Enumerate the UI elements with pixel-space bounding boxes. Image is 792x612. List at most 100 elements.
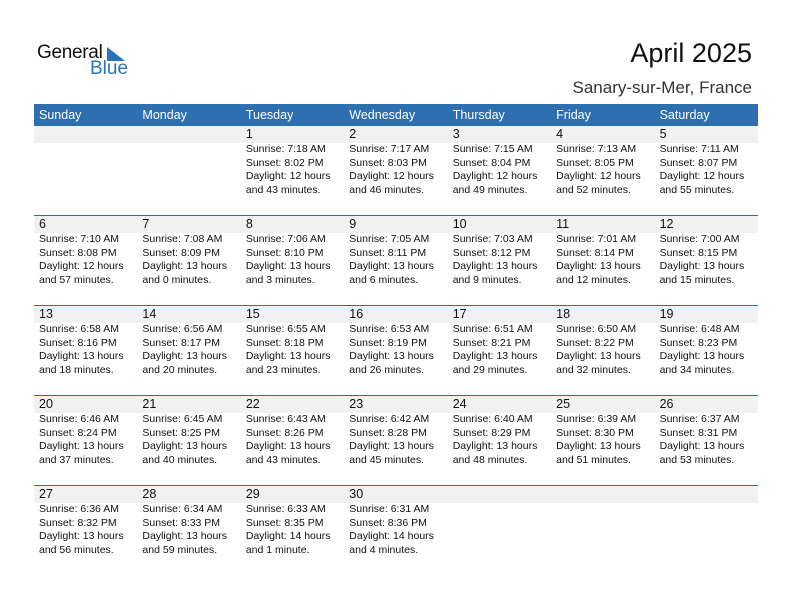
logo-text-blue: Blue [90, 58, 129, 79]
sunrise-text: Sunrise: 6:53 AM [349, 323, 430, 335]
day-number: 7 [142, 217, 150, 231]
day-cell: 14 Sunrise: 6:56 AM Sunset: 8:17 PM Dayligh… [137, 306, 240, 377]
sunset-text: Sunset: 8:33 PM [142, 516, 221, 529]
sunset-text: Sunset: 8:05 PM [556, 156, 634, 169]
weekday-saturday: Saturday [659, 108, 710, 122]
daylight-text: Daylight: 13 hours [142, 440, 228, 453]
day-cell: 24 Sunrise: 6:40 AM Sunset: 8:29 PM Dayligh… [448, 396, 551, 467]
daylight-text: Daylight: 14 hours [245, 530, 331, 543]
day-cell: 30 Sunrise: 6:31 AM Sunset: 8:36 PM Dayligh… [344, 486, 447, 557]
sunrise-text: Sunrise: 7:10 AM [39, 233, 119, 245]
sunset-text: Sunset: 8:36 PM [349, 516, 427, 529]
day-number: 29 [245, 487, 260, 501]
day-number: 10 [452, 217, 467, 231]
day-cell: 25 Sunrise: 6:39 AM Sunset: 8:30 PM Dayligh… [551, 396, 654, 467]
sunset-text: Sunset: 8:24 PM [39, 426, 117, 439]
day-cell: 20 Sunrise: 6:46 AM Sunset: 8:24 PM Dayligh… [34, 396, 137, 467]
weekday-tuesday: Tuesday [245, 108, 294, 122]
daylight-text: Daylight: 13 hours [142, 260, 228, 273]
day-cell: 22 Sunrise: 6:43 AM Sunset: 8:26 PM Dayligh… [241, 396, 344, 467]
weekday-header: Sunday Monday Tuesday Wednesday Thursday Frid… [34, 104, 758, 126]
sunrise-text: Sunrise: 6:36 AM [39, 503, 119, 515]
sunrise-text: Sunrise: 6:33 AM [245, 503, 326, 515]
daylight-text: Daylight: 12 hours [349, 170, 434, 183]
daylight-text: Daylight: 13 hours [349, 260, 434, 273]
sunrise-text: Sunrise: 7:05 AM [349, 233, 430, 245]
daylight-minutes-text: and 34 minutes. [659, 363, 735, 376]
daylight-text: Daylight: 14 hours [349, 530, 434, 543]
daylight-minutes-text: and 26 minutes. [349, 363, 424, 376]
daylight-minutes-text: and 55 minutes. [659, 183, 735, 196]
week-row: 27 Sunrise: 6:36 AM Sunset: 8:32 PM Dayligh… [34, 485, 758, 575]
daylight-text: Daylight: 13 hours [142, 530, 228, 543]
day-number: 12 [659, 217, 674, 231]
calendar-grid: Sunday Monday Tuesday Wednesday Thursday Frid… [34, 104, 758, 575]
day-number: 11 [556, 217, 570, 231]
daylight-minutes-text: and 43 minutes. [245, 453, 321, 466]
day-number: 25 [556, 397, 571, 411]
day-cell: 7 Sunrise: 7:08 AM Sunset: 8:09 PM Daylight… [137, 216, 240, 287]
day-cell: 29 Sunrise: 6:33 AM Sunset: 8:35 PM Dayligh… [241, 486, 344, 557]
day-number: 30 [349, 487, 364, 501]
weekday-friday: Friday [556, 108, 591, 122]
day-cell: 28 Sunrise: 6:34 AM Sunset: 8:33 PM Dayligh… [137, 486, 240, 557]
sunset-text: Sunset: 8:15 PM [659, 246, 738, 259]
sunrise-text: Sunrise: 6:43 AM [245, 413, 326, 425]
sunrise-text: Sunrise: 7:15 AM [452, 143, 533, 155]
date-strip [34, 486, 758, 503]
day-cell: 21 Sunrise: 6:45 AM Sunset: 8:25 PM Dayligh… [137, 396, 240, 467]
daylight-minutes-text: and 37 minutes. [39, 453, 114, 466]
sunrise-text: Sunrise: 6:45 AM [142, 413, 223, 425]
day-cell: 27 Sunrise: 6:36 AM Sunset: 8:32 PM Dayligh… [34, 486, 137, 557]
daylight-text: Daylight: 12 hours [659, 170, 745, 183]
sunrise-text: Sunrise: 7:08 AM [142, 233, 223, 245]
sunrise-text: Sunrise: 6:55 AM [245, 323, 326, 335]
daylight-minutes-text: and 12 minutes. [556, 273, 631, 286]
daylight-text: Daylight: 13 hours [556, 440, 641, 453]
daylight-text: Daylight: 13 hours [556, 350, 641, 363]
sunrise-text: Sunrise: 7:01 AM [556, 233, 637, 245]
day-cell: 3 Sunrise: 7:15 AM Sunset: 8:04 PM Daylight… [448, 126, 551, 197]
day-cell: 26 Sunrise: 6:37 AM Sunset: 8:31 PM Dayligh… [655, 396, 758, 467]
sunset-text: Sunset: 8:08 PM [39, 246, 117, 259]
daylight-minutes-text: and 53 minutes. [659, 453, 735, 466]
daylight-text: Daylight: 12 hours [556, 170, 641, 183]
daylight-minutes-text: and 6 minutes. [349, 273, 419, 286]
sunset-text: Sunset: 8:32 PM [39, 516, 117, 529]
empty-cell [655, 486, 758, 557]
day-number: 6 [39, 217, 46, 231]
day-cell: 17 Sunrise: 6:51 AM Sunset: 8:21 PM Dayligh… [448, 306, 551, 377]
daylight-minutes-text: and 3 minutes. [245, 273, 315, 286]
daylight-text: Daylight: 13 hours [39, 440, 124, 453]
day-number: 22 [245, 397, 260, 411]
week-row: 6 Sunrise: 7:10 AM Sunset: 8:08 PM Daylight… [34, 215, 758, 305]
sunrise-text: Sunrise: 6:34 AM [142, 503, 223, 515]
daylight-minutes-text: and 40 minutes. [142, 453, 218, 466]
daylight-text: Daylight: 13 hours [452, 440, 538, 453]
day-cell: 15 Sunrise: 6:55 AM Sunset: 8:18 PM Dayligh… [241, 306, 344, 377]
sunrise-text: Sunrise: 7:06 AM [245, 233, 326, 245]
daylight-minutes-text: and 29 minutes. [452, 363, 528, 376]
weekday-thursday: Thursday [452, 108, 505, 122]
day-number: 17 [452, 307, 467, 321]
day-number: 9 [349, 217, 357, 231]
page-title: April 2025 [630, 38, 752, 68]
day-number: 3 [452, 127, 460, 141]
daylight-text: Daylight: 13 hours [452, 350, 538, 363]
sunset-text: Sunset: 8:22 PM [556, 336, 634, 349]
daylight-text: Daylight: 13 hours [349, 350, 434, 363]
daylight-minutes-text: and 52 minutes. [556, 183, 631, 196]
sunrise-text: Sunrise: 6:50 AM [556, 323, 637, 335]
daylight-minutes-text: and 43 minutes. [245, 183, 321, 196]
sunset-text: Sunset: 8:14 PM [556, 246, 634, 259]
daylight-text: Daylight: 13 hours [556, 260, 641, 273]
logo-text-general: General [37, 42, 103, 63]
day-cell: 16 Sunrise: 6:53 AM Sunset: 8:19 PM Dayligh… [344, 306, 447, 377]
sunset-text: Sunset: 8:18 PM [245, 336, 324, 349]
day-cell: 6 Sunrise: 7:10 AM Sunset: 8:08 PM Daylight… [34, 216, 137, 287]
day-number: 14 [142, 307, 157, 321]
sunrise-text: Sunrise: 7:11 AM [659, 143, 739, 155]
sunset-text: Sunset: 8:19 PM [349, 336, 427, 349]
date-strip [34, 396, 758, 413]
sunset-text: Sunset: 8:09 PM [142, 246, 221, 259]
